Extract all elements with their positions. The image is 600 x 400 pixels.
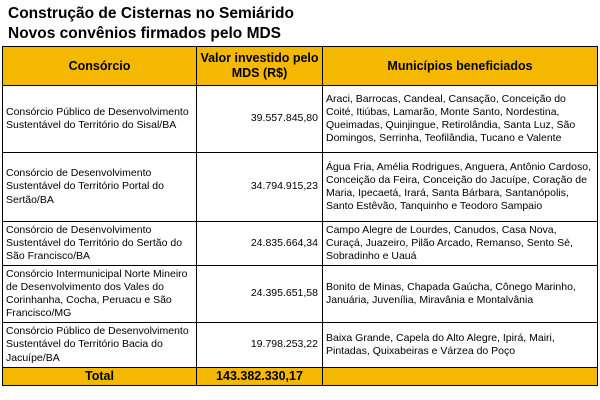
header-municipios: Municípios beneficiados bbox=[322, 46, 598, 86]
table-row: Consórcio Público de Desenvolvimento Sus… bbox=[2, 85, 598, 153]
page-subtitle: Novos convênios firmados pelo MDS bbox=[8, 25, 282, 42]
cell-consorcio: Consórcio Público de Desenvolvimento Sus… bbox=[2, 85, 197, 153]
table-total-row: Total 143.382.330,17 bbox=[2, 367, 598, 386]
table-row: Consórcio de Desenvolvimento Sustentável… bbox=[2, 221, 598, 266]
cisternas-table: Consórcio Valor investido pelo MDS (R$) … bbox=[2, 46, 598, 386]
cell-municipios: Água Fria, Amélia Rodrigues, Anguera, An… bbox=[322, 152, 598, 222]
table-row: Consórcio Intermunicipal Norte Mineiro d… bbox=[2, 265, 598, 323]
cell-consorcio: Consórcio de Desenvolvimento Sustentável… bbox=[2, 152, 197, 222]
total-empty-cell bbox=[322, 367, 598, 386]
cell-municipios: Baixa Grande, Capela do Alto Alegre, Ipi… bbox=[322, 322, 598, 368]
header-consorcio: Consórcio bbox=[2, 46, 197, 86]
cell-valor: 39.557.845,80 bbox=[196, 85, 323, 153]
table-header-row: Consórcio Valor investido pelo MDS (R$) … bbox=[2, 46, 598, 86]
cell-valor: 34.794.915,23 bbox=[196, 152, 323, 222]
cell-municipios: Araci, Barrocas, Candeal, Cansação, Conc… bbox=[322, 85, 598, 153]
cell-consorcio: Consórcio de Desenvolvimento Sustentável… bbox=[2, 221, 197, 266]
cell-consorcio: Consórcio Público de Desenvolvimento Sus… bbox=[2, 322, 197, 368]
cell-consorcio: Consórcio Intermunicipal Norte Mineiro d… bbox=[2, 265, 197, 323]
total-value: 143.382.330,17 bbox=[196, 367, 323, 386]
cell-valor: 24.395.651,58 bbox=[196, 265, 323, 323]
table-row: Consórcio Público de Desenvolvimento Sus… bbox=[2, 322, 598, 368]
cell-municipios: Campo Alegre de Lourdes, Canudos, Casa N… bbox=[322, 221, 598, 266]
title-block: Construção de Cisternas no Semiárido Nov… bbox=[8, 4, 598, 44]
cell-valor: 19.798.253,22 bbox=[196, 322, 323, 368]
cell-municipios: Bonito de Minas, Chapada Gaúcha, Cônego … bbox=[322, 265, 598, 323]
total-label: Total bbox=[2, 367, 197, 386]
header-valor: Valor investido pelo MDS (R$) bbox=[196, 46, 323, 86]
page-title: Construção de Cisternas no Semiárido bbox=[8, 5, 294, 22]
table-row: Consórcio de Desenvolvimento Sustentável… bbox=[2, 152, 598, 222]
cell-valor: 24.835.664,34 bbox=[196, 221, 323, 266]
